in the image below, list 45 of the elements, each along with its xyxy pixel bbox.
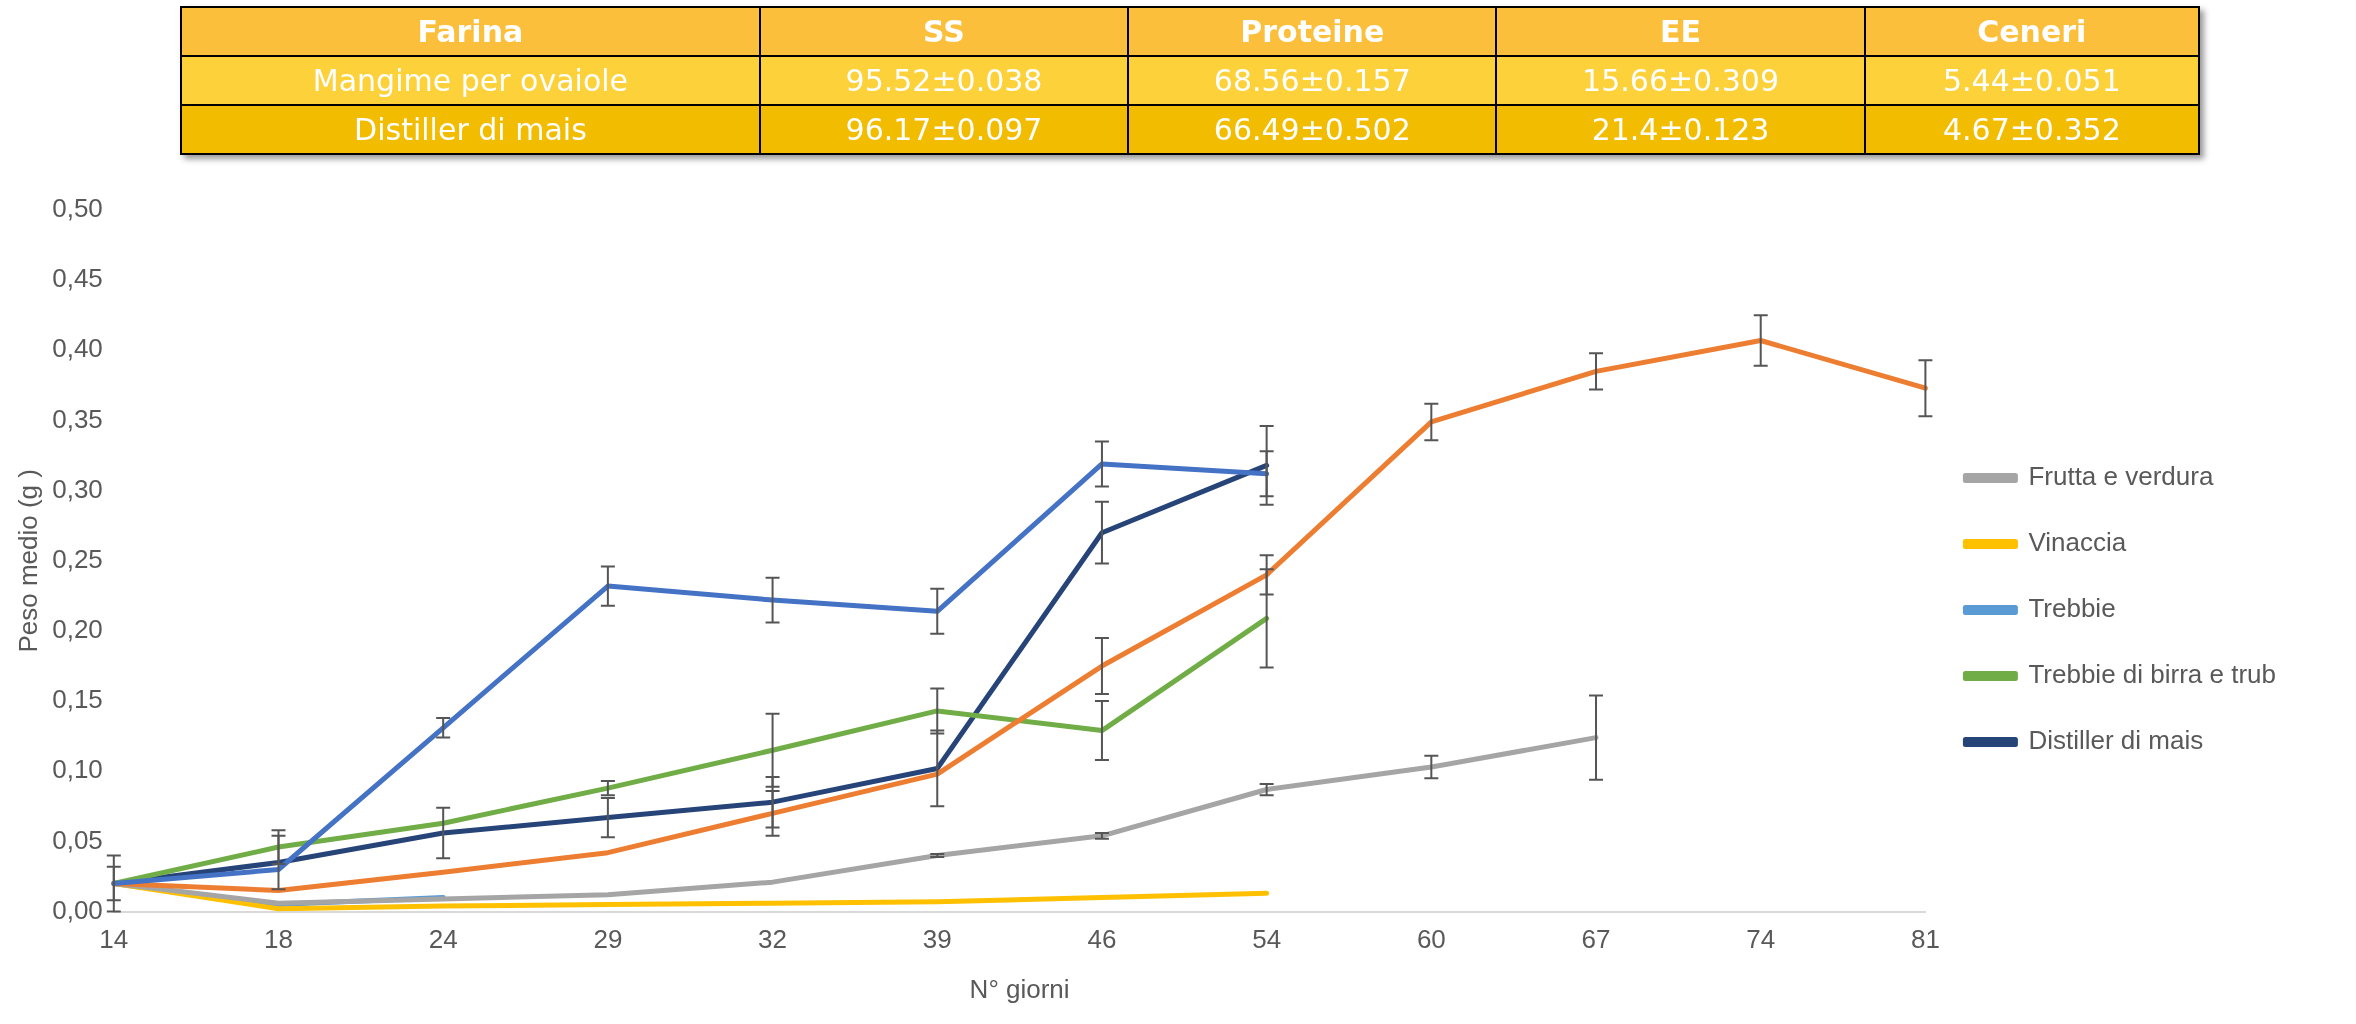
y-axis-title: Peso medio (g ): [12, 469, 43, 653]
y-tick-label: 0,35: [52, 403, 103, 434]
x-tick-label: 32: [758, 924, 788, 955]
text: 5.44±0.051: [1864, 56, 2199, 105]
y-tick-label: 0,00: [52, 894, 103, 925]
text: 66.49±0.502: [1128, 105, 1497, 154]
text: Farina: [181, 7, 760, 56]
text: EE: [1496, 7, 1865, 56]
text: 21.4±0.123: [1496, 105, 1865, 154]
text: 15.66±0.309: [1496, 56, 1865, 105]
y-tick-label: 0,30: [52, 473, 103, 504]
y-tick-label: 0,20: [52, 614, 103, 645]
y-tick-label: 0,10: [52, 754, 103, 785]
y-tick-label: 0,15: [52, 684, 103, 715]
text: Distiller di mais: [181, 105, 760, 154]
x-tick-label: 39: [922, 924, 952, 955]
text: Proteine: [1128, 7, 1497, 56]
text: 96.17±0.097: [759, 105, 1129, 154]
y-tick-label: 0,50: [52, 193, 103, 224]
text: 68.56±0.157: [1128, 56, 1497, 105]
text: 95.52±0.038: [759, 56, 1129, 105]
x-axis-title: N° giorni: [969, 973, 1070, 1004]
legend-label: Trebbie: [2028, 593, 2116, 624]
x-tick-label: 74: [1746, 924, 1776, 955]
legend-label: Distiller di mais: [2028, 725, 2204, 756]
text: Ceneri: [1864, 7, 2199, 56]
text: Mangime per ovaiole: [181, 56, 760, 105]
x-tick-label: 67: [1581, 924, 1611, 955]
legend-label: Vinaccia: [2028, 527, 2127, 558]
text: SS: [759, 7, 1129, 56]
x-tick-label: 29: [593, 924, 623, 955]
x-tick-label: 24: [428, 924, 458, 955]
legend-label: Frutta e verdura: [2028, 461, 2214, 492]
y-tick-label: 0,05: [52, 824, 103, 855]
x-tick-label: 46: [1087, 924, 1117, 955]
x-tick-label: 60: [1416, 924, 1446, 955]
y-tick-label: 0,45: [52, 263, 103, 294]
x-tick-label: 14: [99, 924, 129, 955]
x-tick-label: 18: [264, 924, 293, 955]
x-tick-label: 81: [1910, 924, 1940, 955]
text: 4.67±0.352: [1864, 105, 2199, 154]
legend-label: Trebbie di birra e trub: [2028, 659, 2277, 690]
x-tick-label: 54: [1252, 924, 1282, 955]
y-tick-label: 0,40: [52, 333, 103, 364]
y-tick-label: 0,25: [52, 543, 103, 574]
